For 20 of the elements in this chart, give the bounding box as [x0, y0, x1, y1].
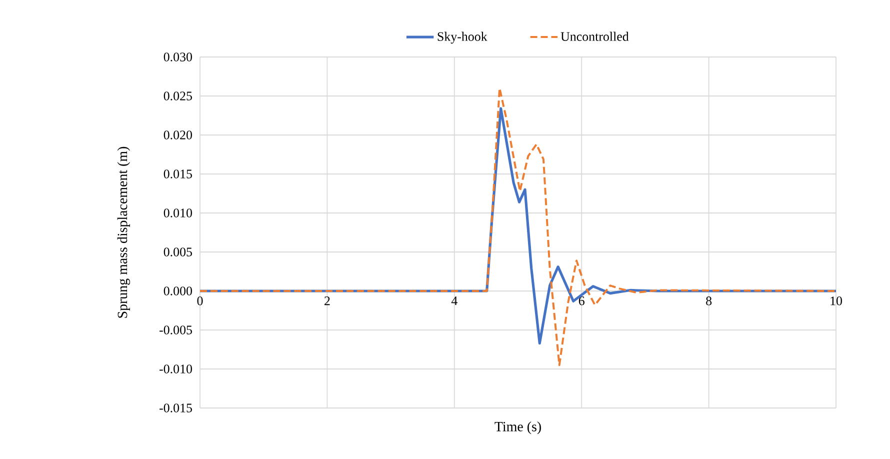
legend-label: Uncontrolled [560, 32, 629, 41]
y-tick-label: 0.020 [164, 130, 192, 140]
x-tick-label: 10 [830, 296, 842, 306]
y-tick-label: -0.010 [160, 364, 192, 374]
x-tick-label: 4 [451, 296, 458, 306]
x-tick-label: 0 [197, 296, 203, 306]
x-tick-label: 8 [706, 296, 712, 306]
x-tick-label: 2 [324, 296, 330, 306]
legend-label: Sky-hook [438, 32, 488, 44]
y-tick-label: 0.010 [164, 208, 192, 218]
y-tick-label: -0.015 [160, 404, 192, 412]
y-tick-label: 0.000 [164, 286, 192, 296]
y-tick-label: 0.005 [164, 248, 192, 256]
y-tick-label: 0.025 [164, 92, 192, 100]
x-axis-title: Time (s) [494, 422, 541, 434]
y-tick-label: 0.015 [164, 170, 192, 178]
x-tick-label: 6 [578, 296, 584, 306]
y-axis-title: Sprung mass displacement (m) [117, 146, 130, 318]
y-tick-label: -0.005 [160, 326, 192, 334]
y-tick-label: 0.030 [164, 52, 192, 62]
